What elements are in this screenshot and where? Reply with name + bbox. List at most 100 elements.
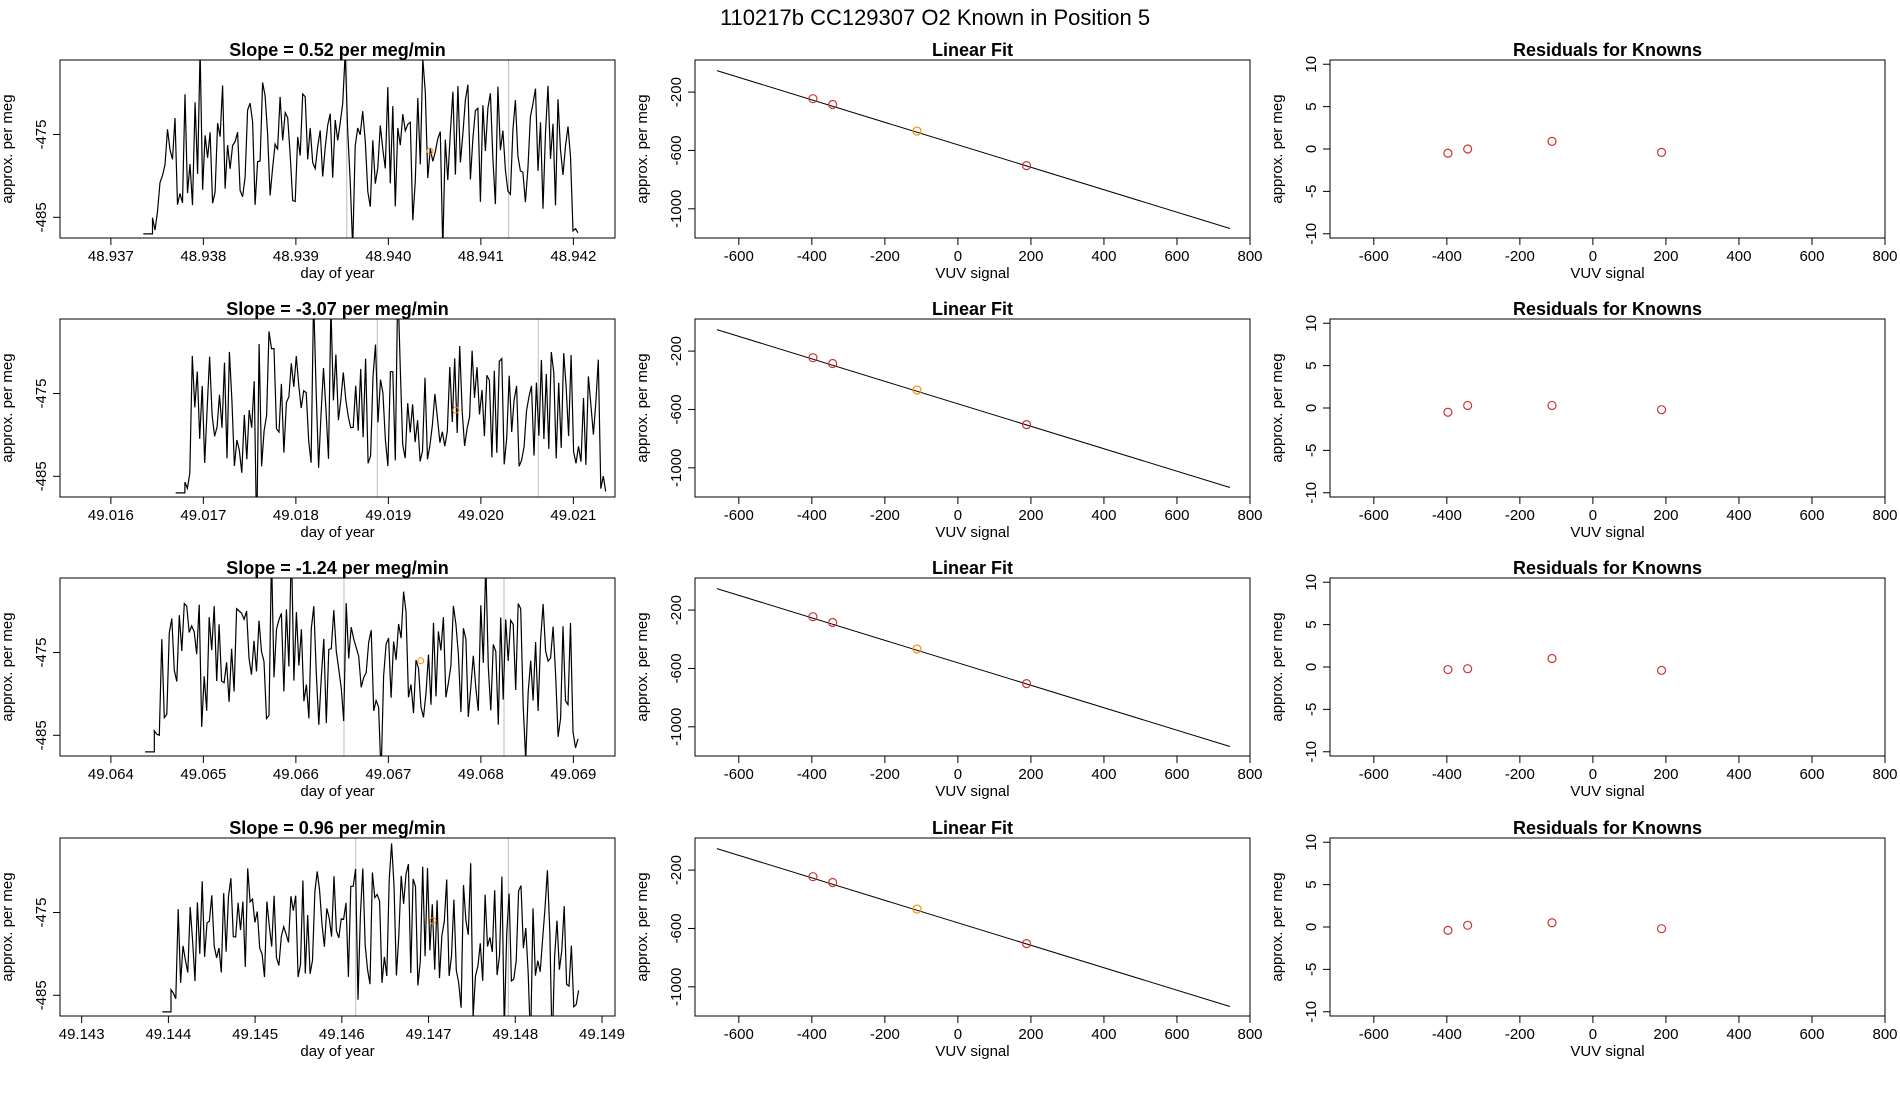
plot-data bbox=[716, 70, 1231, 229]
x-tick-label: 200 bbox=[1018, 507, 1043, 524]
known-point bbox=[1021, 420, 1032, 430]
panel-slope-row-2: Slope = -3.07 per meg/min approx. per meg… bbox=[0, 299, 616, 541]
x-axis-label: VUV signal bbox=[935, 783, 1009, 800]
y-tick-label: -485 bbox=[33, 461, 50, 491]
plot-frame bbox=[694, 577, 1251, 757]
x-tick-label: 400 bbox=[1726, 507, 1751, 524]
y-tick-label: -475 bbox=[33, 378, 50, 408]
x-tick-label: 400 bbox=[1726, 248, 1751, 265]
figure-title: 110217b CC129307 O2 Known in Position 5 bbox=[720, 5, 1150, 30]
x-tick-label: -400 bbox=[1432, 507, 1462, 524]
y-tick-label: -200 bbox=[668, 855, 685, 885]
x-axis-label: day of year bbox=[300, 524, 374, 541]
x-tick-label: 200 bbox=[1653, 507, 1678, 524]
x-tick-label: -200 bbox=[1505, 507, 1535, 524]
fit-line bbox=[716, 329, 1231, 488]
time-series-line bbox=[145, 578, 579, 756]
residual-point bbox=[1443, 925, 1453, 935]
plot-data bbox=[1443, 136, 1667, 158]
panel-title: Residuals for Knowns bbox=[1513, 299, 1702, 319]
x-tick-label: -600 bbox=[1359, 1026, 1389, 1043]
x-tick-label: -200 bbox=[1505, 766, 1535, 783]
residual-point bbox=[1463, 920, 1473, 930]
x-tick-label: 49.148 bbox=[492, 1026, 538, 1043]
known-point bbox=[808, 94, 818, 104]
x-tick-label: 400 bbox=[1091, 248, 1116, 265]
x-axis-label: VUV signal bbox=[1570, 265, 1644, 282]
y-tick-label: -475 bbox=[33, 119, 50, 149]
highlight-point bbox=[452, 406, 460, 414]
residual-point bbox=[1656, 665, 1667, 675]
time-series-line bbox=[143, 60, 579, 238]
known-point bbox=[828, 99, 838, 110]
fit-line bbox=[716, 70, 1231, 229]
x-tick-label: 200 bbox=[1018, 766, 1043, 783]
panel-residuals-row-4: Residuals for Knowns approx. per meg VUV s… bbox=[1269, 818, 1898, 1060]
x-tick-label: -600 bbox=[724, 248, 754, 265]
y-tick-label: 10 bbox=[1303, 315, 1320, 332]
y-tick-label: -600 bbox=[668, 913, 685, 943]
panel-slope-row-1: Slope = 0.52 per meg/min approx. per meg d… bbox=[0, 40, 616, 282]
panel-fit-row-3: Linear Fit approx. per meg VUV signal -600 -… bbox=[634, 558, 1263, 800]
x-tick-label: 800 bbox=[1237, 1026, 1262, 1043]
residual-point bbox=[1656, 924, 1667, 934]
x-tick-label: 48.939 bbox=[273, 248, 319, 265]
residual-point bbox=[1463, 664, 1473, 674]
y-axis-label: approx. per meg bbox=[634, 353, 651, 462]
y-axis-label: approx. per meg bbox=[1269, 872, 1286, 981]
panels-container: Slope = 0.52 per meg/min approx. per meg d… bbox=[0, 40, 1898, 1060]
x-tick-label: 600 bbox=[1164, 507, 1189, 524]
panel-title: Residuals for Knowns bbox=[1513, 558, 1702, 578]
y-tick-label: -5 bbox=[1303, 963, 1320, 976]
x-tick-label: 49.018 bbox=[273, 507, 319, 524]
x-tick-label: -400 bbox=[797, 766, 827, 783]
plot-data bbox=[1443, 400, 1667, 417]
x-tick-label: -400 bbox=[1432, 248, 1462, 265]
y-tick-label: -10 bbox=[1303, 482, 1320, 504]
x-tick-label: 49.019 bbox=[365, 507, 411, 524]
x-tick-label: -600 bbox=[724, 507, 754, 524]
x-tick-label: 49.147 bbox=[406, 1026, 452, 1043]
y-tick-label: -10 bbox=[1303, 1001, 1320, 1023]
x-tick-label: 0 bbox=[954, 766, 962, 783]
y-tick-label: -10 bbox=[1303, 223, 1320, 245]
x-tick-label: 200 bbox=[1018, 1026, 1043, 1043]
x-tick-label: -200 bbox=[1505, 248, 1535, 265]
plot-data bbox=[716, 848, 1231, 1007]
x-tick-label: 48.940 bbox=[365, 248, 411, 265]
x-tick-label: 600 bbox=[1799, 507, 1824, 524]
x-tick-label: 600 bbox=[1164, 248, 1189, 265]
x-tick-label: 600 bbox=[1164, 766, 1189, 783]
plot-frame bbox=[1329, 577, 1886, 757]
y-tick-label: -485 bbox=[33, 202, 50, 232]
y-tick-label: -475 bbox=[33, 897, 50, 927]
panel-title: Linear Fit bbox=[932, 299, 1013, 319]
y-axis-label: approx. per meg bbox=[634, 94, 651, 203]
fit-line bbox=[716, 848, 1231, 1007]
x-tick-label: 48.941 bbox=[458, 248, 504, 265]
y-axis-label: approx. per meg bbox=[1269, 353, 1286, 462]
y-tick-label: 5 bbox=[1303, 620, 1320, 628]
residual-point bbox=[1547, 136, 1557, 146]
x-tick-label: 0 bbox=[954, 507, 962, 524]
residual-point bbox=[1443, 664, 1453, 675]
plot-data bbox=[145, 578, 579, 756]
known-point bbox=[828, 877, 838, 888]
x-tick-label: -400 bbox=[797, 248, 827, 265]
y-tick-label: 10 bbox=[1303, 834, 1320, 851]
x-tick-label: -400 bbox=[797, 1026, 827, 1043]
y-axis-label: approx. per meg bbox=[634, 612, 651, 721]
x-tick-label: 49.064 bbox=[88, 766, 134, 783]
x-axis-label: VUV signal bbox=[1570, 1043, 1644, 1060]
x-tick-label: 400 bbox=[1091, 507, 1116, 524]
x-axis-label: VUV signal bbox=[935, 265, 1009, 282]
time-series-line bbox=[175, 319, 607, 497]
y-tick-label: -200 bbox=[668, 336, 685, 366]
x-tick-label: 0 bbox=[954, 1026, 962, 1043]
y-tick-label: -485 bbox=[33, 980, 50, 1010]
panel-title: Residuals for Knowns bbox=[1513, 818, 1702, 838]
panel-title: Slope = 0.96 per meg/min bbox=[229, 818, 446, 838]
x-axis-label: VUV signal bbox=[1570, 524, 1644, 541]
plot-data bbox=[716, 588, 1231, 747]
